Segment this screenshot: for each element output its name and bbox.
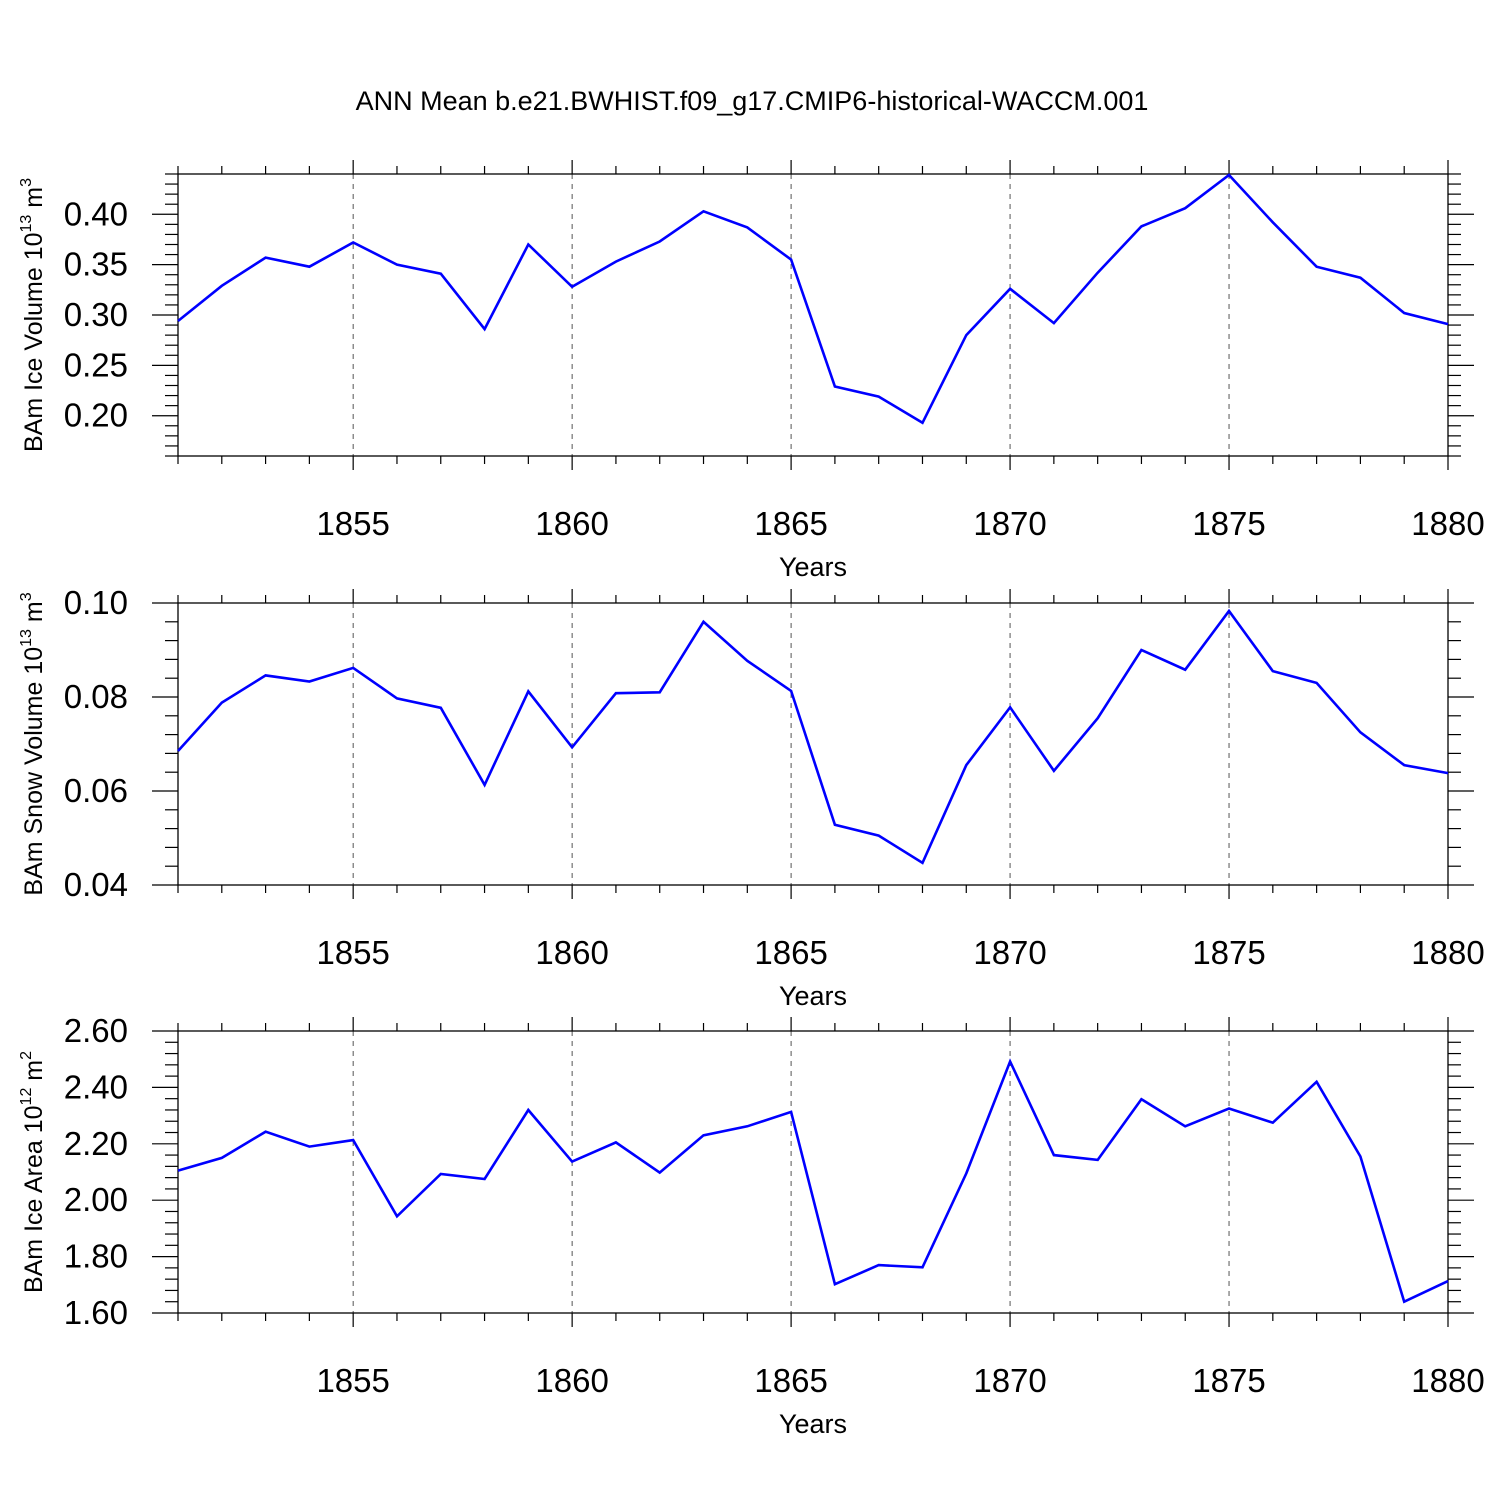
x-tick-label: 1875 (1192, 934, 1265, 971)
y-tick-label: 2.00 (64, 1181, 128, 1218)
y-axis-title: BAm Ice Volume 1013 m3 (18, 178, 48, 452)
y-tick-label: 1.60 (64, 1294, 128, 1331)
y-tick-label: 0.25 (64, 346, 128, 383)
x-tick-label: 1880 (1411, 1362, 1484, 1399)
y-axis-title: BAm Snow Volume 1013 m3 (18, 592, 48, 895)
x-tick-label: 1880 (1411, 505, 1484, 542)
x-axis-title: Years (779, 981, 847, 1011)
y-tick-label: 0.40 (64, 195, 128, 232)
y-tick-label: 1.80 (64, 1238, 128, 1275)
x-tick-label: 1875 (1192, 505, 1265, 542)
x-tick-label: 1865 (754, 934, 827, 971)
y-tick-label: 0.20 (64, 397, 128, 434)
y-tick-label: 0.35 (64, 246, 128, 283)
y-tick-label: 2.40 (64, 1068, 128, 1105)
y-axis-title: BAm Ice Area 1012 m2 (18, 1051, 48, 1293)
x-tick-label: 1870 (973, 1362, 1046, 1399)
plot-frame (177, 1030, 1449, 1314)
x-tick-label: 1860 (535, 505, 608, 542)
x-tick-label: 1860 (535, 1362, 608, 1399)
x-tick-label: 1860 (535, 934, 608, 971)
x-axis-title: Years (779, 552, 847, 582)
y-tick-label: 0.06 (64, 772, 128, 809)
panels: 0.20 0.25 0.30 0.35 0.40 1855 1860 1865 1870 1875… (18, 160, 1485, 1439)
x-tick-label: 1855 (316, 934, 389, 971)
x-tick-label: 1875 (1192, 1362, 1265, 1399)
plot-frame (177, 173, 1449, 457)
y-tick-label: 0.30 (64, 296, 128, 333)
series-line (177, 608, 1449, 865)
y-tick-label: 0.04 (64, 866, 128, 903)
x-tick-label: 1855 (316, 505, 389, 542)
x-tick-label: 1855 (316, 1362, 389, 1399)
x-tick-label: 1880 (1411, 934, 1484, 971)
x-tick-label: 1865 (754, 1362, 827, 1399)
series-line (177, 1058, 1449, 1304)
series-line (177, 173, 1449, 425)
y-tick-label: 2.20 (64, 1125, 128, 1162)
x-axis-title: Years (779, 1409, 847, 1439)
y-tick-label: 0.08 (64, 678, 128, 715)
panel-2: 0.04 0.06 0.08 0.10 1855 1860 1865 1870 1875 1880… (18, 584, 1485, 1011)
x-tick-label: 1865 (754, 505, 827, 542)
y-tick-label: 2.60 (64, 1012, 128, 1049)
x-tick-label: 1870 (973, 934, 1046, 971)
panel-3: 1.60 1.80 2.00 2.20 2.40 2.60 1855 1860 1865 1870… (18, 1012, 1485, 1439)
plot-frame (177, 602, 1449, 886)
panel-1: 0.20 0.25 0.30 0.35 0.40 1855 1860 1865 1870 1875… (18, 160, 1485, 582)
x-tick-label: 1870 (973, 505, 1046, 542)
y-tick-label: 0.10 (64, 584, 128, 621)
figure-title: ANN Mean b.e21.BWHIST.f09_g17.CMIP6-hist… (356, 86, 1149, 116)
